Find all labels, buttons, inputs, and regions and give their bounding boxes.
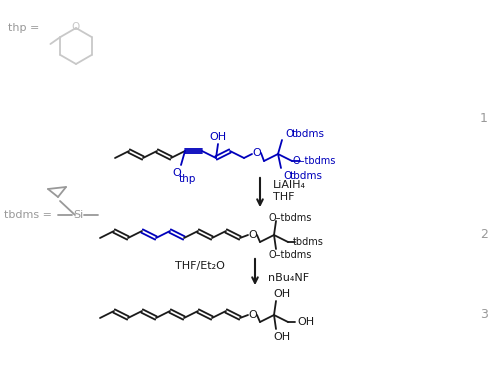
Text: OH: OH: [210, 132, 226, 142]
Text: O–tbdms: O–tbdms: [292, 156, 336, 166]
Text: tbdms: tbdms: [292, 237, 324, 247]
Text: O: O: [286, 129, 294, 139]
Text: OH: OH: [298, 317, 314, 327]
Text: O–tbdms: O–tbdms: [268, 213, 312, 223]
Text: Si: Si: [73, 210, 83, 220]
Text: O: O: [72, 22, 80, 32]
Text: tbdms =: tbdms =: [4, 210, 52, 220]
Text: THF/Et₂O: THF/Et₂O: [175, 261, 225, 271]
Text: nBu₄NF: nBu₄NF: [268, 273, 309, 283]
Text: tbdms: tbdms: [290, 171, 322, 181]
Text: OH: OH: [274, 289, 290, 299]
Text: thp: thp: [178, 174, 196, 184]
Text: O: O: [284, 171, 292, 181]
Text: 3: 3: [480, 308, 488, 322]
Text: O: O: [172, 168, 182, 178]
Text: O: O: [252, 148, 262, 158]
Text: O: O: [248, 310, 258, 320]
Text: OH: OH: [274, 332, 290, 342]
Text: 1: 1: [480, 112, 488, 124]
Text: tbdms: tbdms: [292, 129, 324, 139]
Text: O: O: [248, 230, 258, 240]
Text: LiAlH₄: LiAlH₄: [273, 180, 306, 190]
Text: THF: THF: [273, 192, 294, 202]
Text: O–tbdms: O–tbdms: [268, 250, 312, 260]
Text: 2: 2: [480, 228, 488, 242]
Text: thp =: thp =: [8, 23, 40, 33]
